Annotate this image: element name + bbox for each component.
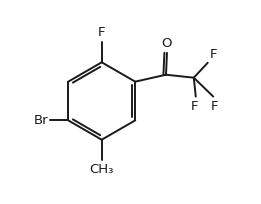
Text: F: F — [211, 100, 218, 113]
Text: F: F — [210, 48, 217, 61]
Text: CH₃: CH₃ — [90, 163, 114, 175]
Text: Br: Br — [34, 114, 48, 127]
Text: F: F — [98, 27, 105, 40]
Text: O: O — [162, 37, 172, 50]
Text: F: F — [191, 100, 199, 113]
